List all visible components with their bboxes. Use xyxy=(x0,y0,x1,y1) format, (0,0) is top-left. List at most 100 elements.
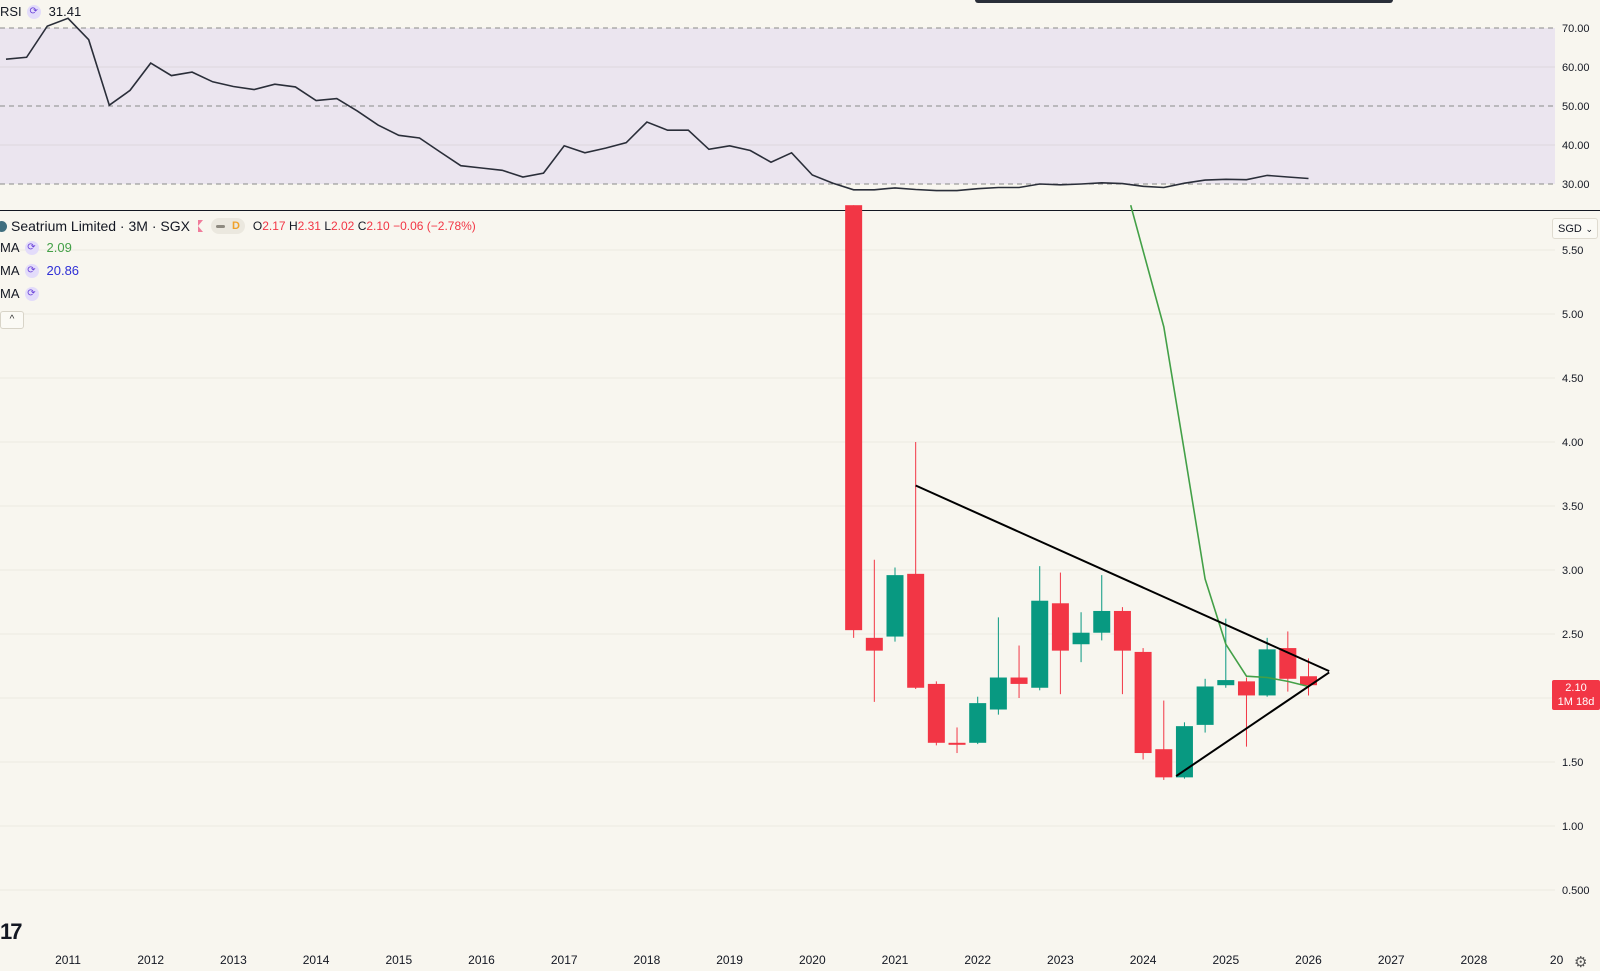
time-axis-label: 2015 xyxy=(385,953,412,967)
time-axis-label: 2022 xyxy=(964,953,991,967)
candle-body xyxy=(1196,686,1214,725)
candle-down xyxy=(1051,572,1069,695)
rsi-axis-label: 50.00 xyxy=(1562,101,1590,113)
flag-icon[interactable] xyxy=(197,220,203,232)
refresh-icon[interactable]: ⟳ xyxy=(26,4,41,19)
candle-down xyxy=(845,205,863,638)
symbol-logo-icon xyxy=(0,220,7,232)
ma-legend-2[interactable]: MA ⟳ 20.86 xyxy=(0,263,79,278)
trendlines[interactable] xyxy=(915,484,1330,777)
ma-value: 2.09 xyxy=(46,240,72,255)
candle-up xyxy=(1258,637,1276,697)
trendline-lower xyxy=(1175,671,1330,777)
ma-legend-1[interactable]: MA ⟳ 2.09 xyxy=(0,240,72,255)
rsi-legend[interactable]: RSI ⟳ 31.41 xyxy=(0,4,81,19)
time-axis-label: 2014 xyxy=(303,953,330,967)
candles[interactable] xyxy=(845,205,1317,780)
candle-up xyxy=(886,567,904,642)
time-axis-label: 2027 xyxy=(1378,953,1405,967)
time-axis-label: 2024 xyxy=(1130,953,1157,967)
candle-body xyxy=(1010,677,1028,684)
time-axis-label: 2011 xyxy=(55,953,81,967)
currency-selector[interactable]: SGD ⌄ xyxy=(1552,218,1598,239)
candle-down xyxy=(865,559,883,702)
refresh-icon[interactable]: ⟳ xyxy=(24,263,39,278)
rsi-axis-label: 30.00 xyxy=(1562,179,1590,191)
candle-body xyxy=(1093,610,1111,633)
candle-down xyxy=(1010,645,1028,698)
rsi-pane[interactable]: 70.00 60.00 50.00 40.00 30.00 xyxy=(0,17,1590,192)
ma-label: MA xyxy=(0,286,20,301)
time-axis-label: 2026 xyxy=(1295,953,1322,967)
time-axis-label: 20 xyxy=(1550,953,1564,967)
candle-body xyxy=(1217,680,1235,686)
open-label: O xyxy=(252,219,263,233)
last-price-value: 2.10 xyxy=(1565,682,1587,694)
collapse-legend-button[interactable]: ^ xyxy=(0,311,24,329)
candle-up xyxy=(1196,678,1214,733)
currency-label: SGD xyxy=(1558,223,1582,235)
last-price-tag: 2.10 1M 18d xyxy=(1552,680,1600,710)
bar-countdown: 1M 18d xyxy=(1557,696,1595,708)
gear-icon[interactable]: ⚙ xyxy=(1574,954,1588,971)
time-axis-label: 2018 xyxy=(634,953,661,967)
price-axis-label: 3.00 xyxy=(1562,565,1583,577)
low-value: 2.02 xyxy=(331,219,355,233)
ma-label: MA xyxy=(0,263,20,278)
time-axis-label: 2025 xyxy=(1212,953,1239,967)
candle-down xyxy=(1237,677,1255,747)
ma-line xyxy=(1129,204,1309,688)
refresh-icon[interactable]: ⟳ xyxy=(24,240,39,255)
low-label: L xyxy=(324,219,331,233)
symbol-legend[interactable]: Seatrium Limited · 3M · SGX D O2.17 H2.3… xyxy=(0,218,476,234)
time-axis-label: 2023 xyxy=(1047,953,1074,967)
time-axis-label: 2016 xyxy=(468,953,495,967)
candle-up xyxy=(1093,575,1111,641)
candle-down xyxy=(1134,648,1152,760)
change-value: −0.06 (−2.78%) xyxy=(393,219,476,233)
chevron-down-icon: ⌄ xyxy=(1585,224,1593,234)
high-label: H xyxy=(288,219,298,233)
time-axis-label: 2028 xyxy=(1461,953,1488,967)
ma-value: 20.86 xyxy=(46,263,80,278)
candle-body xyxy=(927,683,945,743)
candle-body xyxy=(1051,603,1069,651)
candle-body xyxy=(1134,651,1152,754)
market-status-pill[interactable]: D xyxy=(210,218,245,234)
floating-toolbar-edge xyxy=(975,0,1393,3)
candle-body xyxy=(948,742,966,745)
price-axis-label: 5.50 xyxy=(1562,245,1583,257)
candle-up xyxy=(1217,618,1235,688)
candle-body xyxy=(1300,676,1317,686)
rsi-axis-label: 60.00 xyxy=(1562,62,1590,74)
rsi-label: RSI xyxy=(0,4,22,19)
candle-up xyxy=(969,696,987,745)
candle-down xyxy=(948,727,966,754)
time-axis-label: 2012 xyxy=(137,953,164,967)
candle-body xyxy=(1237,681,1255,696)
candle-down xyxy=(927,681,945,746)
candle-body xyxy=(1279,648,1297,679)
ma-legend-3[interactable]: MA ⟳ xyxy=(0,286,47,301)
candle-body xyxy=(886,575,904,637)
candle-up xyxy=(1072,612,1090,663)
price-axis-label: 5.00 xyxy=(1562,309,1583,321)
price-axis-label: 1.50 xyxy=(1562,757,1583,769)
candle-up xyxy=(1031,566,1049,691)
price-axis[interactable]: 5.505.004.504.003.503.002.502.001.501.00… xyxy=(1562,245,1590,897)
time-axis-label: 2021 xyxy=(882,953,909,967)
ohlc-values: O2.17 H2.31 L2.02 C2.10 −0.06 (−2.78%) xyxy=(253,219,476,233)
price-axis-label: 2.50 xyxy=(1562,629,1583,641)
tradingview-logo[interactable]: 17 xyxy=(0,919,23,944)
rsi-axis-label: 70.00 xyxy=(1562,23,1590,35)
ma-overlay xyxy=(1129,204,1309,688)
time-axis[interactable]: 2011 2012 2013 2014 2015 2016 2017 2018 2019 2020… xyxy=(55,953,1564,967)
symbol-title[interactable]: Seatrium Limited · 3M · SGX xyxy=(11,218,190,234)
candle-body xyxy=(1175,726,1193,778)
open-value: 2.17 xyxy=(262,219,286,233)
refresh-icon[interactable]: ⟳ xyxy=(24,286,39,301)
candle-down xyxy=(1113,607,1131,695)
time-axis-label: 2017 xyxy=(551,953,578,967)
candle-body xyxy=(1155,749,1173,778)
